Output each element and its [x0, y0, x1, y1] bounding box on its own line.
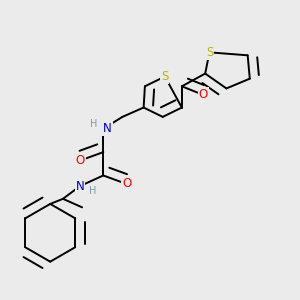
Text: S: S [161, 70, 169, 83]
Text: N: N [103, 122, 112, 135]
Text: O: O [122, 178, 131, 190]
Text: H: H [90, 119, 98, 129]
Text: H: H [89, 186, 96, 196]
Text: O: O [75, 154, 85, 167]
Text: O: O [199, 88, 208, 101]
Text: S: S [206, 46, 213, 59]
Text: N: N [76, 180, 84, 193]
